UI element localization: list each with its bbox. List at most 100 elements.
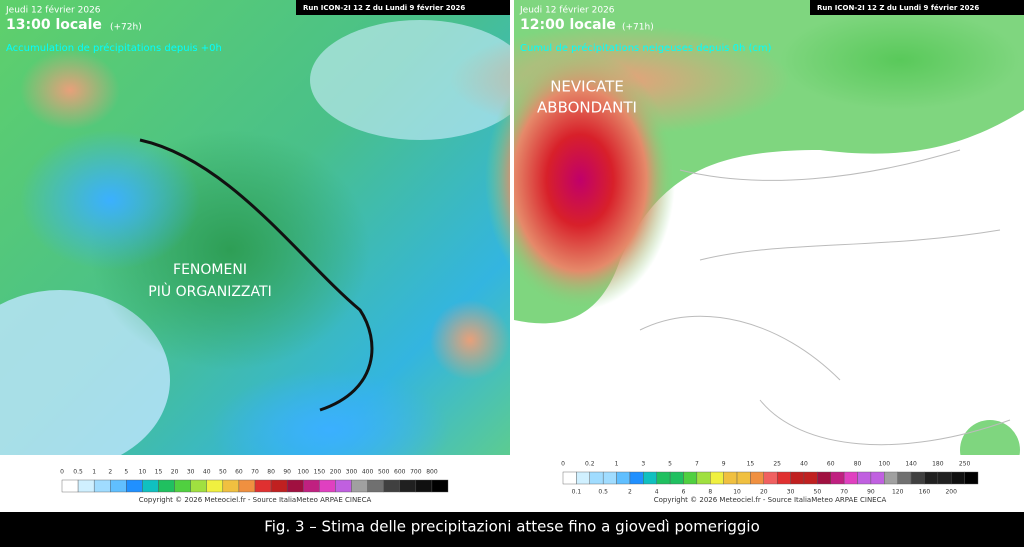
scale-swatch <box>589 471 604 485</box>
annotation: FENOMENI <box>173 262 247 278</box>
scale-label: 400 <box>362 469 374 476</box>
annotation: ABBONDANTI <box>537 99 637 117</box>
scale-swatch <box>93 479 111 493</box>
copyright: Copyright © 2026 Meteociel.fr - Source I… <box>139 496 372 504</box>
scale-swatch <box>77 479 95 493</box>
scale-label: 5 <box>668 461 672 468</box>
scale-label: 70 <box>840 489 848 496</box>
scale-swatch <box>643 471 657 485</box>
scale-label: 100 <box>879 461 891 468</box>
scale-swatch <box>710 471 724 485</box>
scale-label: 15 <box>747 461 755 468</box>
scale-swatch <box>335 479 352 493</box>
scale-label: 40 <box>203 469 211 476</box>
scale-swatch <box>964 471 979 485</box>
scale-swatch <box>910 471 925 485</box>
scale-label: 1 <box>92 469 96 476</box>
scale-label: 180 <box>932 461 944 468</box>
scale-swatch <box>924 471 939 485</box>
lead-time: (+72h) <box>110 23 142 33</box>
scale-label: 30 <box>787 489 795 496</box>
scale-swatch <box>110 479 127 493</box>
scale-swatch <box>383 479 400 493</box>
scale-label: 10 <box>139 469 147 476</box>
subtitle: Accumulation de précipitations depuis +0… <box>6 42 222 54</box>
scale-swatch <box>238 479 256 493</box>
scale-swatch <box>303 479 320 493</box>
scale-label: 50 <box>814 489 822 496</box>
scale-label: 20 <box>760 489 768 496</box>
scale-label: 8 <box>708 489 712 496</box>
scale-swatch <box>399 479 417 493</box>
scale-label: 0.5 <box>598 489 608 496</box>
scale-label: 250 <box>959 461 971 468</box>
scale-label: 140 <box>905 461 917 468</box>
scale-swatch <box>937 471 952 485</box>
scale-swatch <box>629 471 644 485</box>
scale-swatch <box>319 479 336 493</box>
scale-swatch <box>683 471 698 485</box>
scale-label: 80 <box>267 469 275 476</box>
run-info: Run ICON-2I 12 Z du Lundi 9 février 2026 <box>817 4 979 12</box>
scale-swatch <box>270 479 288 493</box>
scale-swatch <box>142 479 159 493</box>
scale-label: 2 <box>628 489 632 496</box>
left-map <box>0 0 530 512</box>
scale-label: 6 <box>682 489 686 496</box>
scale-label: 20 <box>171 469 179 476</box>
scale-swatch <box>884 471 898 485</box>
scale-swatch <box>790 471 805 485</box>
scale-swatch <box>669 471 684 485</box>
scale-label: 200 <box>945 489 957 496</box>
scale-swatch <box>602 471 617 485</box>
scale-swatch <box>897 471 912 485</box>
scale-label: 25 <box>773 461 781 468</box>
subtitle: Cumul de précipitations neigeuses depuis… <box>520 42 772 54</box>
scale-swatch <box>206 479 224 493</box>
scale-label: 160 <box>919 489 931 496</box>
scale-swatch <box>254 479 272 493</box>
scale-swatch <box>158 479 175 493</box>
scale-swatch <box>951 471 965 485</box>
lead-time: (+71h) <box>622 23 654 33</box>
scale-label: 60 <box>827 461 835 468</box>
scale-swatch <box>415 479 433 493</box>
scale-swatch <box>870 471 885 485</box>
scale-swatch <box>857 471 872 485</box>
right-map <box>450 0 1024 512</box>
scale-label: 7 <box>695 461 699 468</box>
scale-swatch <box>817 471 831 485</box>
scale-swatch <box>750 471 765 485</box>
scale-label: 30 <box>187 469 195 476</box>
run-info: Run ICON-2I 12 Z du Lundi 9 février 2026 <box>303 4 465 12</box>
scale-swatch <box>696 471 711 485</box>
scale-label: 50 <box>219 469 227 476</box>
scale-label: 800 <box>426 469 438 476</box>
scale-swatch <box>803 471 818 485</box>
scale-label: 0 <box>60 469 64 476</box>
scale-label: 300 <box>346 469 358 476</box>
scale-label: 0.5 <box>73 469 83 476</box>
scale-label: 200 <box>330 469 342 476</box>
scale-label: 2 <box>108 469 112 476</box>
scale-label: 500 <box>378 469 390 476</box>
scale-swatch <box>367 479 384 493</box>
scale-label: 60 <box>235 469 243 476</box>
time: 13:00 locale <box>6 17 102 33</box>
scale-label: 3 <box>641 461 645 468</box>
date: Jeudi 12 février 2026 <box>5 5 101 16</box>
scale-swatch <box>576 471 590 485</box>
scale-label: 4 <box>655 489 659 496</box>
scale-swatch <box>174 479 191 493</box>
scale-label: 150 <box>314 469 326 476</box>
scale-label: 10 <box>733 489 741 496</box>
scale-swatch <box>190 479 207 493</box>
scale-label: 700 <box>410 469 422 476</box>
copyright: Copyright © 2026 Meteociel.fr - Source I… <box>654 496 887 504</box>
scale-label: 0.2 <box>585 461 595 468</box>
scale-label: 9 <box>722 461 726 468</box>
texts: Run ICON-2I 12 Z du Lundi 9 février 2026… <box>5 4 979 536</box>
scale-swatch <box>431 479 449 493</box>
scale-label: 100 <box>298 469 310 476</box>
